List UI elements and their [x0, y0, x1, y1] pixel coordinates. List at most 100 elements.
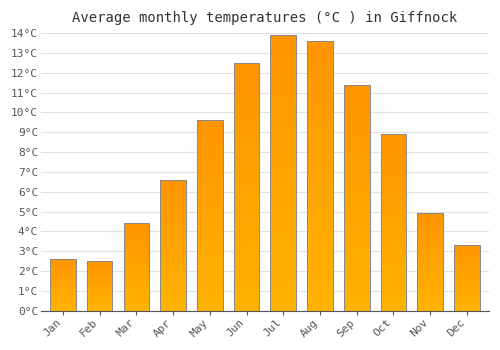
Bar [234, 296, 260, 297]
Bar [197, 242, 222, 243]
Bar [344, 141, 370, 142]
Bar [234, 277, 260, 278]
Bar [234, 264, 260, 265]
Bar [380, 306, 406, 307]
Bar [197, 266, 222, 267]
Bar [344, 224, 370, 225]
Bar [380, 278, 406, 279]
Bar [197, 263, 222, 264]
Bar [197, 286, 222, 287]
Bar [124, 301, 149, 302]
Bar [197, 148, 222, 149]
Bar [344, 107, 370, 108]
Bar [418, 247, 443, 248]
Bar [307, 181, 333, 183]
Bar [307, 127, 333, 129]
Bar [380, 168, 406, 169]
Bar [160, 221, 186, 222]
Bar [380, 197, 406, 198]
Bar [380, 277, 406, 278]
Bar [234, 183, 260, 184]
Bar [307, 139, 333, 141]
Bar [234, 162, 260, 163]
Bar [307, 290, 333, 292]
Bar [234, 195, 260, 197]
Bar [270, 221, 296, 223]
Bar [124, 252, 149, 253]
Bar [124, 304, 149, 305]
Bar [124, 234, 149, 235]
Bar [160, 283, 186, 284]
Bar [380, 157, 406, 158]
Bar [270, 216, 296, 217]
Bar [270, 287, 296, 288]
Bar [197, 307, 222, 308]
Bar [344, 110, 370, 111]
Bar [234, 189, 260, 190]
Bar [124, 299, 149, 300]
Bar [160, 291, 186, 292]
Bar [344, 96, 370, 97]
Bar [124, 259, 149, 260]
Bar [197, 161, 222, 162]
Bar [307, 98, 333, 99]
Bar [418, 298, 443, 299]
Bar [234, 146, 260, 147]
Bar [234, 281, 260, 282]
Bar [234, 79, 260, 80]
Bar [160, 228, 186, 229]
Bar [197, 231, 222, 232]
Bar [197, 230, 222, 231]
Bar [160, 239, 186, 240]
Bar [307, 180, 333, 181]
Bar [270, 55, 296, 56]
Bar [307, 203, 333, 204]
Bar [160, 223, 186, 224]
Bar [197, 302, 222, 303]
Bar [197, 243, 222, 244]
Bar [160, 245, 186, 246]
Bar [307, 122, 333, 123]
Bar [307, 135, 333, 137]
Bar [197, 232, 222, 233]
Bar [344, 309, 370, 310]
Bar [234, 139, 260, 140]
Bar [307, 231, 333, 232]
Bar [234, 278, 260, 280]
Bar [418, 235, 443, 236]
Bar [270, 67, 296, 68]
Bar [344, 138, 370, 139]
Bar [307, 269, 333, 270]
Bar [160, 305, 186, 306]
Bar [270, 160, 296, 162]
Bar [197, 129, 222, 130]
Bar [344, 157, 370, 158]
Bar [418, 287, 443, 288]
Bar [344, 301, 370, 303]
Bar [124, 265, 149, 266]
Bar [344, 269, 370, 270]
Bar [380, 282, 406, 283]
Bar [160, 249, 186, 250]
Bar [197, 146, 222, 147]
Bar [234, 153, 260, 155]
Bar [344, 270, 370, 271]
Bar [418, 292, 443, 293]
Bar [270, 202, 296, 203]
Bar [307, 47, 333, 48]
Bar [124, 296, 149, 297]
Bar [380, 153, 406, 154]
Bar [197, 181, 222, 182]
Bar [234, 65, 260, 66]
Bar [344, 95, 370, 96]
Bar [307, 214, 333, 215]
Bar [270, 166, 296, 167]
Bar [344, 214, 370, 215]
Bar [380, 247, 406, 248]
Bar [344, 308, 370, 309]
Bar [197, 169, 222, 170]
Bar [124, 245, 149, 246]
Bar [197, 297, 222, 298]
Bar [234, 103, 260, 104]
Bar [270, 243, 296, 244]
